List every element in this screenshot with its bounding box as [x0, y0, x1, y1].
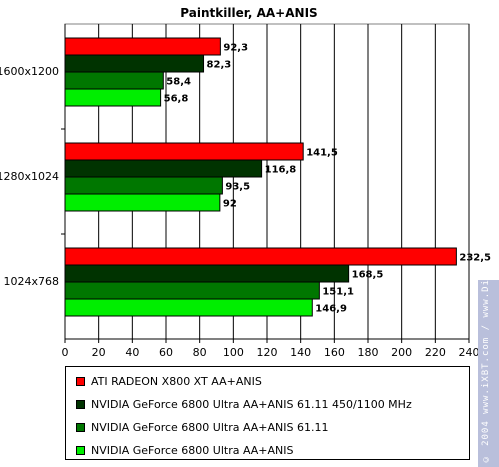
- x-tick-label: 100: [223, 346, 244, 359]
- legend-label: NVIDIA GeForce 6800 Ultra AA+ANIS: [91, 444, 294, 457]
- data-label: 93,5: [225, 182, 250, 193]
- x-tick-label: 180: [358, 346, 379, 359]
- bar: [64, 54, 205, 73]
- data-label-group: 92,3 82,3 58,4 56,8 141,5 116,8 93,5 92 232,5 168…: [164, 43, 491, 315]
- x-tick-label: 60: [159, 346, 173, 359]
- legend-swatch: [76, 377, 85, 386]
- bar: [64, 264, 350, 283]
- category-label-group: 1600x1200 1280x1024 1024x768: [0, 65, 59, 288]
- category-label: 1280x1024: [0, 170, 59, 183]
- data-label: 151,1: [322, 287, 354, 298]
- x-tick-label: 80: [193, 346, 207, 359]
- legend-item: NVIDIA GeForce 6800 Ultra AA+ANIS 61.11: [76, 416, 469, 439]
- bar: [64, 37, 221, 56]
- category-label: 1600x1200: [0, 65, 59, 78]
- data-label: 56,8: [164, 94, 189, 105]
- x-tick-label: 40: [125, 346, 139, 359]
- data-label: 141,5: [306, 148, 338, 159]
- data-label: 92,3: [223, 43, 248, 54]
- x-tick-label: 200: [391, 346, 412, 359]
- x-tick-label: 0: [62, 346, 69, 359]
- bar: [64, 71, 164, 90]
- chart-title: Paintkiller, AA+ANIS: [180, 6, 317, 20]
- x-tick-label: 240: [459, 346, 480, 359]
- data-label: 232,5: [459, 253, 491, 264]
- legend-item: ATI RADEON X800 XT AA+ANIS: [76, 370, 469, 393]
- data-label: 146,9: [315, 304, 347, 315]
- bar: [64, 298, 313, 317]
- bar: [64, 159, 263, 178]
- legend-label: ATI RADEON X800 XT AA+ANIS: [91, 375, 262, 388]
- x-tick-label: 140: [290, 346, 311, 359]
- data-label: 116,8: [265, 165, 297, 176]
- watermark-text: © 2004 www.iXBT.com / www.Digit-Life.com: [481, 201, 491, 463]
- watermark: © 2004 www.iXBT.com / www.Digit-Life.com: [478, 202, 499, 467]
- legend-item: NVIDIA GeForce 6800 Ultra AA+ANIS 61.11 …: [76, 393, 469, 416]
- x-tick-group: 0 20 40 60 80 100 120 140 160 180 200 220 240: [61, 128, 480, 359]
- legend-swatch: [76, 423, 85, 432]
- bar: [64, 176, 223, 195]
- legend: ATI RADEON X800 XT AA+ANIS NVIDIA GeForce…: [65, 366, 470, 460]
- bar: [64, 247, 457, 266]
- x-tick-label: 120: [257, 346, 278, 359]
- bar: [64, 281, 320, 300]
- legend-item: NVIDIA GeForce 6800 Ultra AA+ANIS: [76, 439, 469, 462]
- bar: [64, 142, 304, 161]
- category-label: 1024x768: [4, 275, 60, 288]
- data-label: 92: [223, 199, 237, 210]
- legend-label: NVIDIA GeForce 6800 Ultra AA+ANIS 61.11 …: [91, 398, 412, 411]
- legend-swatch: [76, 446, 85, 455]
- legend-label: NVIDIA GeForce 6800 Ultra AA+ANIS 61.11: [91, 421, 329, 434]
- data-label: 58,4: [166, 77, 191, 88]
- bar: [64, 193, 221, 212]
- x-tick-label: 160: [324, 346, 345, 359]
- data-label: 82,3: [207, 60, 232, 71]
- x-tick-label: 20: [92, 346, 106, 359]
- bar: [64, 88, 162, 107]
- legend-swatch: [76, 400, 85, 409]
- x-tick-label: 220: [425, 346, 446, 359]
- data-label: 168,5: [352, 270, 384, 281]
